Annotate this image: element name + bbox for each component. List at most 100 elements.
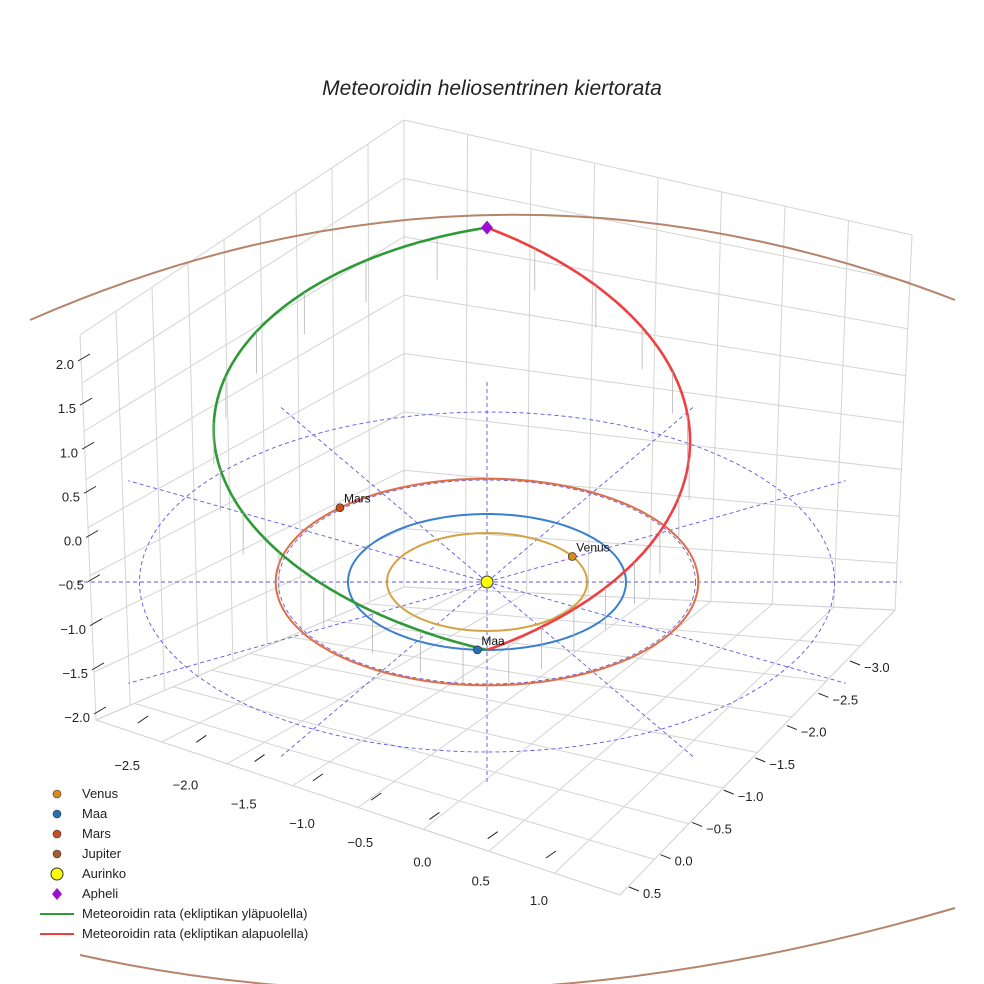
y-tick-label: 0.0 — [675, 854, 693, 869]
x-tick-label: 0.5 — [472, 874, 490, 889]
z-tick-label: −2.0 — [64, 710, 90, 725]
planet-orbits — [29, 213, 956, 984]
legend-label: Apheli — [82, 886, 119, 901]
grid-line — [83, 236, 405, 432]
legend-marker — [52, 849, 62, 859]
body-markers: Venus Maa Mars — [335, 220, 610, 655]
legend-dot-swatch — [52, 809, 62, 819]
meteoroid-orbit-above — [212, 226, 488, 652]
y-tick-label: −1.0 — [738, 789, 764, 804]
sun-marker — [480, 575, 494, 589]
grid-line — [619, 609, 896, 896]
legend-dot-swatch — [52, 789, 62, 799]
x-tick-mark — [429, 812, 440, 820]
y-tick-label: 0.5 — [643, 886, 661, 901]
mars-marker — [335, 503, 345, 513]
grid-line — [403, 119, 913, 236]
maa-marker — [473, 645, 482, 655]
legend-label: Aurinko — [82, 866, 127, 881]
legend-marker — [52, 888, 62, 900]
reference-spoke — [486, 480, 846, 583]
legend-marker — [52, 789, 62, 799]
legend-marker — [40, 933, 74, 935]
grid-line — [95, 586, 405, 721]
grid-line — [403, 177, 910, 283]
maa-label: Maa — [481, 634, 505, 648]
venus-label: Venus — [576, 540, 609, 554]
x-tick-label: −2.0 — [173, 777, 199, 792]
orbit-jupiter — [29, 213, 956, 321]
legend-label: Meteoroidin rata (ekliptikan yläpuolella… — [82, 906, 308, 921]
x-tick-label: −0.5 — [347, 835, 373, 850]
y-tick-label: −3.0 — [864, 660, 890, 675]
mars-label: Mars — [344, 492, 371, 506]
chart-title: Meteoroidin heliosentrinen kiertorata — [322, 77, 662, 100]
axis-ticks: 2.0 1.5 1.0 0.5 0.0 −0.5 −1.0 −1.5 −2.0 −2.5 −2.0 −… — [56, 353, 890, 908]
y-tick-mark — [755, 757, 766, 763]
y-tick-mark — [849, 660, 861, 666]
z-tick-label: 1.0 — [60, 445, 78, 460]
x-tick-mark — [195, 734, 207, 743]
reference-spoke — [279, 406, 488, 583]
legend-label: Jupiter — [82, 846, 122, 861]
grid-line — [554, 606, 834, 874]
z-tick-label: 2.0 — [56, 357, 74, 372]
legend-marker — [50, 867, 64, 881]
legend-label: Meteoroidin rata (ekliptikan alapuolella… — [82, 926, 309, 941]
grid-line — [87, 353, 405, 528]
y-tick-mark — [691, 821, 703, 827]
axes-grid — [79, 119, 913, 896]
z-tick-mark — [85, 530, 99, 538]
z-tick-label: −1.5 — [62, 666, 88, 681]
reference-spoke — [128, 480, 488, 583]
legend-marker — [52, 829, 62, 839]
z-tick-mark — [81, 441, 95, 450]
meteoroid-orbit — [212, 226, 692, 686]
z-tick-label: 0.0 — [64, 534, 82, 549]
z-tick-label: −1.0 — [60, 622, 86, 637]
z-tick-label: −0.5 — [58, 578, 84, 593]
reference-spoke — [279, 581, 488, 758]
grid-line — [403, 353, 904, 423]
x-tick-label: −2.5 — [114, 758, 140, 773]
reference-grid — [72, 379, 902, 785]
y-tick-label: −2.5 — [832, 692, 858, 707]
y-tick-label: −0.5 — [706, 821, 732, 836]
aphelion-marker — [481, 220, 493, 235]
venus-marker — [567, 552, 577, 561]
grid-line — [403, 411, 902, 470]
y-tick-label: −2.0 — [801, 725, 827, 740]
legend-label: Maa — [82, 806, 108, 821]
y-tick-mark — [723, 789, 734, 795]
x-tick-label: −1.0 — [289, 816, 315, 831]
grid-line — [226, 592, 527, 765]
z-tick-label: 1.5 — [58, 401, 76, 416]
grid-line — [81, 177, 405, 384]
legend-marker — [52, 809, 62, 819]
grid-line — [91, 469, 405, 625]
y-tick-mark — [628, 886, 640, 892]
legend-diamond-swatch — [52, 888, 62, 900]
grid-line — [95, 719, 621, 896]
legend-dot-swatch — [52, 849, 62, 859]
legend-marker — [40, 913, 74, 915]
x-tick-label: 0.0 — [413, 854, 431, 869]
z-tick-label: 0.5 — [62, 489, 80, 504]
grid-line — [161, 589, 466, 743]
grid-line — [85, 294, 405, 480]
grid-line — [89, 411, 405, 577]
grid-line — [403, 294, 906, 377]
x-tick-mark — [254, 754, 265, 762]
z-tick-mark — [87, 574, 101, 583]
y-tick-mark — [786, 725, 798, 731]
reference-spoke — [128, 581, 488, 684]
x-tick-label: −1.5 — [231, 797, 257, 812]
legend-dot-swatch — [50, 867, 64, 881]
reference-spoke — [486, 406, 695, 583]
z-tick-mark — [83, 485, 97, 494]
y-tick-mark — [818, 692, 829, 698]
z-tick-mark — [77, 353, 91, 362]
reference-spoke — [486, 581, 695, 758]
grid-line — [93, 528, 405, 673]
y-tick-label: −1.5 — [769, 757, 795, 772]
